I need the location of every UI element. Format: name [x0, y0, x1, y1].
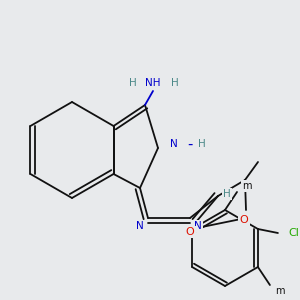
Text: m: m [242, 181, 252, 191]
Text: N: N [170, 139, 178, 149]
Text: H: H [223, 189, 231, 199]
Text: N: N [136, 221, 144, 231]
Text: m: m [275, 286, 285, 296]
Text: H: H [198, 139, 206, 149]
Text: N: N [194, 221, 202, 231]
Text: NH: NH [145, 78, 161, 88]
Text: H: H [129, 78, 137, 88]
Text: O: O [240, 215, 248, 225]
Text: Cl: Cl [289, 228, 299, 238]
Text: H: H [171, 78, 179, 88]
Text: O: O [186, 227, 194, 237]
Text: -: - [187, 136, 193, 152]
